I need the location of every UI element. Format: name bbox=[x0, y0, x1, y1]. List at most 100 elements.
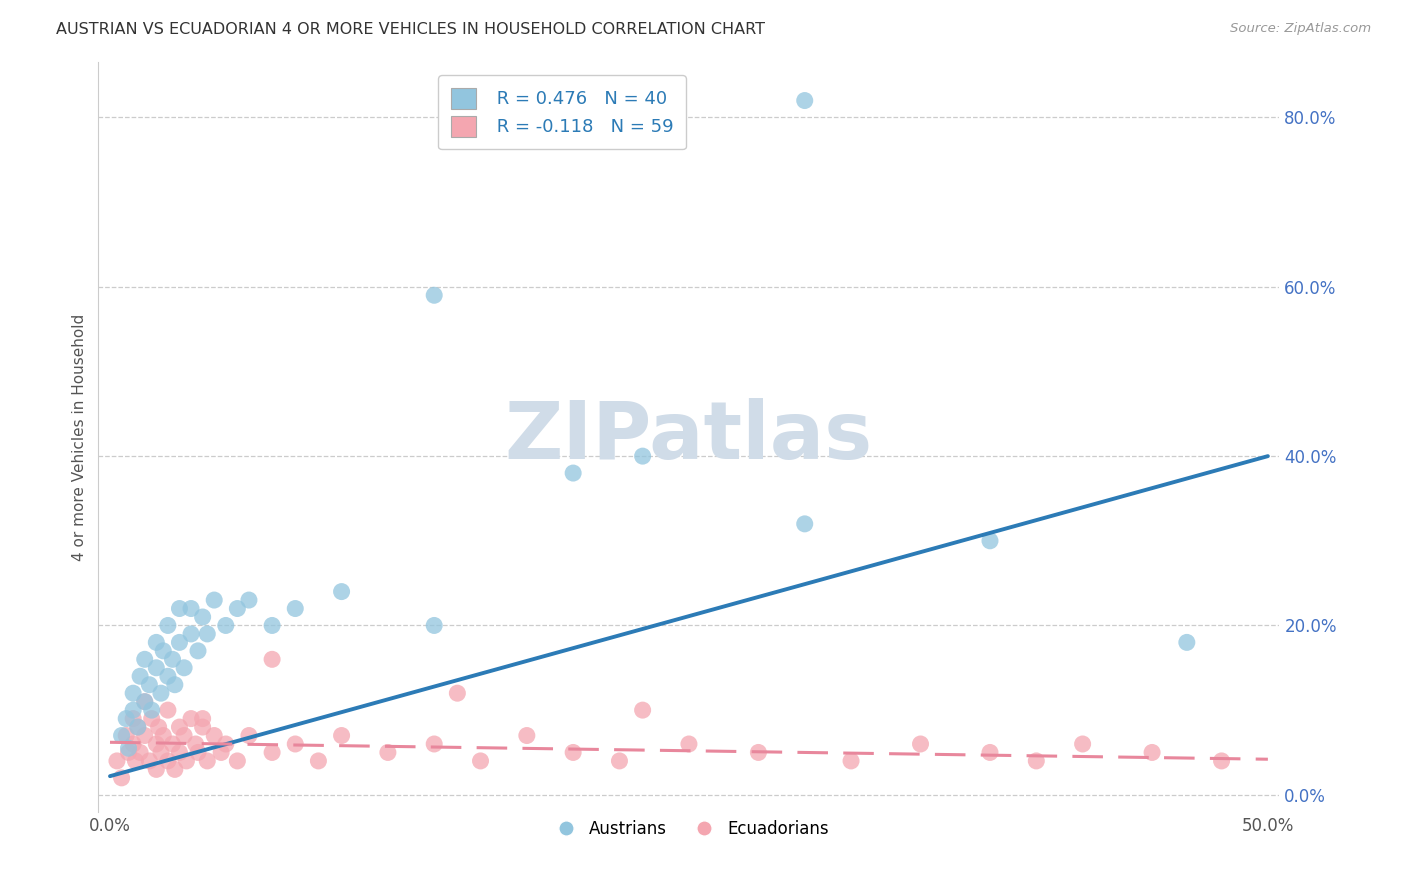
Point bbox=[562, 746, 585, 760]
Point bbox=[202, 729, 225, 743]
Point bbox=[117, 746, 139, 760]
Point bbox=[149, 686, 172, 700]
Point bbox=[330, 729, 353, 743]
Point bbox=[115, 712, 138, 726]
Point bbox=[122, 703, 145, 717]
Point bbox=[122, 712, 145, 726]
Point bbox=[169, 601, 191, 615]
Point bbox=[284, 737, 307, 751]
Text: Source: ZipAtlas.com: Source: ZipAtlas.com bbox=[1230, 22, 1371, 36]
Point bbox=[979, 746, 1001, 760]
Point bbox=[156, 754, 179, 768]
Point bbox=[195, 754, 218, 768]
Point bbox=[609, 754, 631, 768]
Point bbox=[156, 618, 179, 632]
Point bbox=[145, 737, 167, 751]
Point bbox=[134, 695, 156, 709]
Point bbox=[145, 763, 167, 777]
Point bbox=[141, 703, 163, 717]
Point bbox=[910, 737, 932, 751]
Point bbox=[129, 746, 152, 760]
Point bbox=[169, 746, 191, 760]
Point bbox=[115, 729, 138, 743]
Legend: Austrians, Ecuadorians: Austrians, Ecuadorians bbox=[543, 814, 835, 845]
Point bbox=[110, 771, 132, 785]
Point bbox=[152, 644, 174, 658]
Point bbox=[149, 746, 172, 760]
Point bbox=[793, 516, 815, 531]
Point bbox=[191, 610, 214, 624]
Point bbox=[262, 652, 284, 666]
Point bbox=[793, 94, 815, 108]
Point bbox=[979, 533, 1001, 548]
Point bbox=[124, 754, 146, 768]
Point bbox=[215, 737, 238, 751]
Point bbox=[162, 652, 184, 666]
Point bbox=[122, 737, 145, 751]
Point bbox=[184, 737, 207, 751]
Point bbox=[152, 729, 174, 743]
Point bbox=[238, 593, 260, 607]
Point bbox=[117, 741, 139, 756]
Point bbox=[423, 618, 446, 632]
Point bbox=[169, 720, 191, 734]
Point bbox=[262, 618, 284, 632]
Point bbox=[127, 720, 149, 734]
Point bbox=[423, 288, 446, 302]
Text: AUSTRIAN VS ECUADORIAN 4 OR MORE VEHICLES IN HOUSEHOLD CORRELATION CHART: AUSTRIAN VS ECUADORIAN 4 OR MORE VEHICLE… bbox=[56, 22, 765, 37]
Point bbox=[1211, 754, 1233, 768]
Point bbox=[202, 593, 225, 607]
Point bbox=[377, 746, 399, 760]
Point bbox=[262, 746, 284, 760]
Point bbox=[145, 635, 167, 649]
Point bbox=[163, 678, 186, 692]
Point bbox=[129, 669, 152, 683]
Point bbox=[191, 720, 214, 734]
Point bbox=[284, 601, 307, 615]
Point bbox=[678, 737, 700, 751]
Point bbox=[134, 729, 156, 743]
Point bbox=[226, 601, 249, 615]
Point bbox=[156, 669, 179, 683]
Point bbox=[446, 686, 468, 700]
Point bbox=[423, 737, 446, 751]
Point bbox=[180, 712, 202, 726]
Point bbox=[173, 661, 195, 675]
Point bbox=[631, 703, 654, 717]
Point bbox=[138, 678, 160, 692]
Point bbox=[631, 449, 654, 463]
Point bbox=[209, 746, 232, 760]
Point bbox=[1025, 754, 1047, 768]
Point bbox=[148, 720, 170, 734]
Point bbox=[180, 627, 202, 641]
Point bbox=[1140, 746, 1163, 760]
Point bbox=[134, 652, 156, 666]
Point bbox=[747, 746, 769, 760]
Point bbox=[238, 729, 260, 743]
Point bbox=[110, 729, 132, 743]
Point bbox=[215, 618, 238, 632]
Point bbox=[1175, 635, 1198, 649]
Point bbox=[839, 754, 862, 768]
Point bbox=[134, 695, 156, 709]
Point bbox=[226, 754, 249, 768]
Point bbox=[307, 754, 329, 768]
Y-axis label: 4 or more Vehicles in Household: 4 or more Vehicles in Household bbox=[72, 313, 87, 561]
Point bbox=[191, 712, 214, 726]
Point bbox=[169, 635, 191, 649]
Point bbox=[195, 627, 218, 641]
Point bbox=[330, 584, 353, 599]
Point bbox=[138, 754, 160, 768]
Point bbox=[516, 729, 538, 743]
Point bbox=[176, 754, 198, 768]
Point bbox=[162, 737, 184, 751]
Point bbox=[470, 754, 492, 768]
Point bbox=[122, 686, 145, 700]
Point bbox=[187, 644, 209, 658]
Point bbox=[562, 466, 585, 480]
Point bbox=[1071, 737, 1094, 751]
Point bbox=[127, 720, 149, 734]
Point bbox=[187, 746, 209, 760]
Point bbox=[163, 763, 186, 777]
Point bbox=[173, 729, 195, 743]
